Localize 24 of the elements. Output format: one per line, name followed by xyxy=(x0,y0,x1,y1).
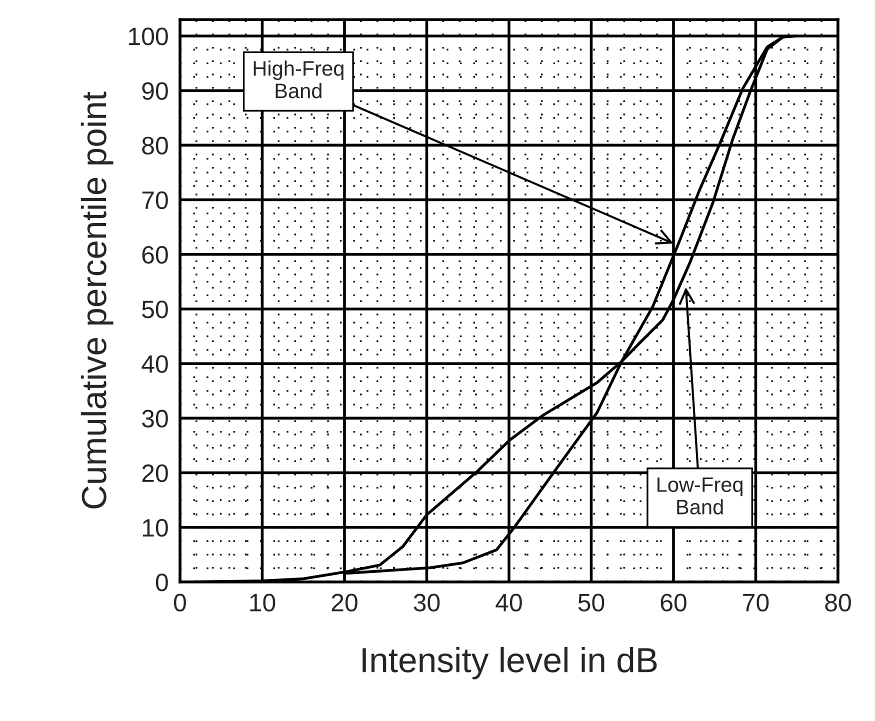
annotation: Low-Freq Band xyxy=(658,477,742,514)
x-tick-label: 10 xyxy=(250,594,276,612)
y-tick-label: 60 xyxy=(142,246,168,264)
y-tick-label: 100 xyxy=(129,28,168,46)
y-tick-label: 90 xyxy=(142,82,168,100)
x-tick-label: 40 xyxy=(496,594,522,612)
x-tick-label: 0 xyxy=(174,594,186,612)
x-tick-label: 70 xyxy=(743,594,769,612)
annotation: High-Freq Band xyxy=(254,60,344,98)
y-tick-label: 10 xyxy=(142,518,168,537)
y-axis-title: Cumulative percentile point xyxy=(80,92,114,508)
y-tick-label: 80 xyxy=(142,136,168,154)
y-tick-label: 20 xyxy=(142,464,168,482)
x-tick-label: 80 xyxy=(825,594,851,612)
x-axis-title: Intensity level in dB xyxy=(362,646,657,680)
x-tick-label: 60 xyxy=(660,594,686,612)
x-tick-label: 50 xyxy=(578,594,604,612)
y-tick-label: 30 xyxy=(142,410,168,428)
y-tick-label: 0 xyxy=(156,574,168,592)
y-tick-label: 50 xyxy=(142,300,168,318)
y-tick-label: 70 xyxy=(142,191,168,210)
x-tick-label: 20 xyxy=(332,594,358,612)
y-tick-label: 40 xyxy=(142,355,168,373)
x-tick-label: 30 xyxy=(414,594,440,612)
